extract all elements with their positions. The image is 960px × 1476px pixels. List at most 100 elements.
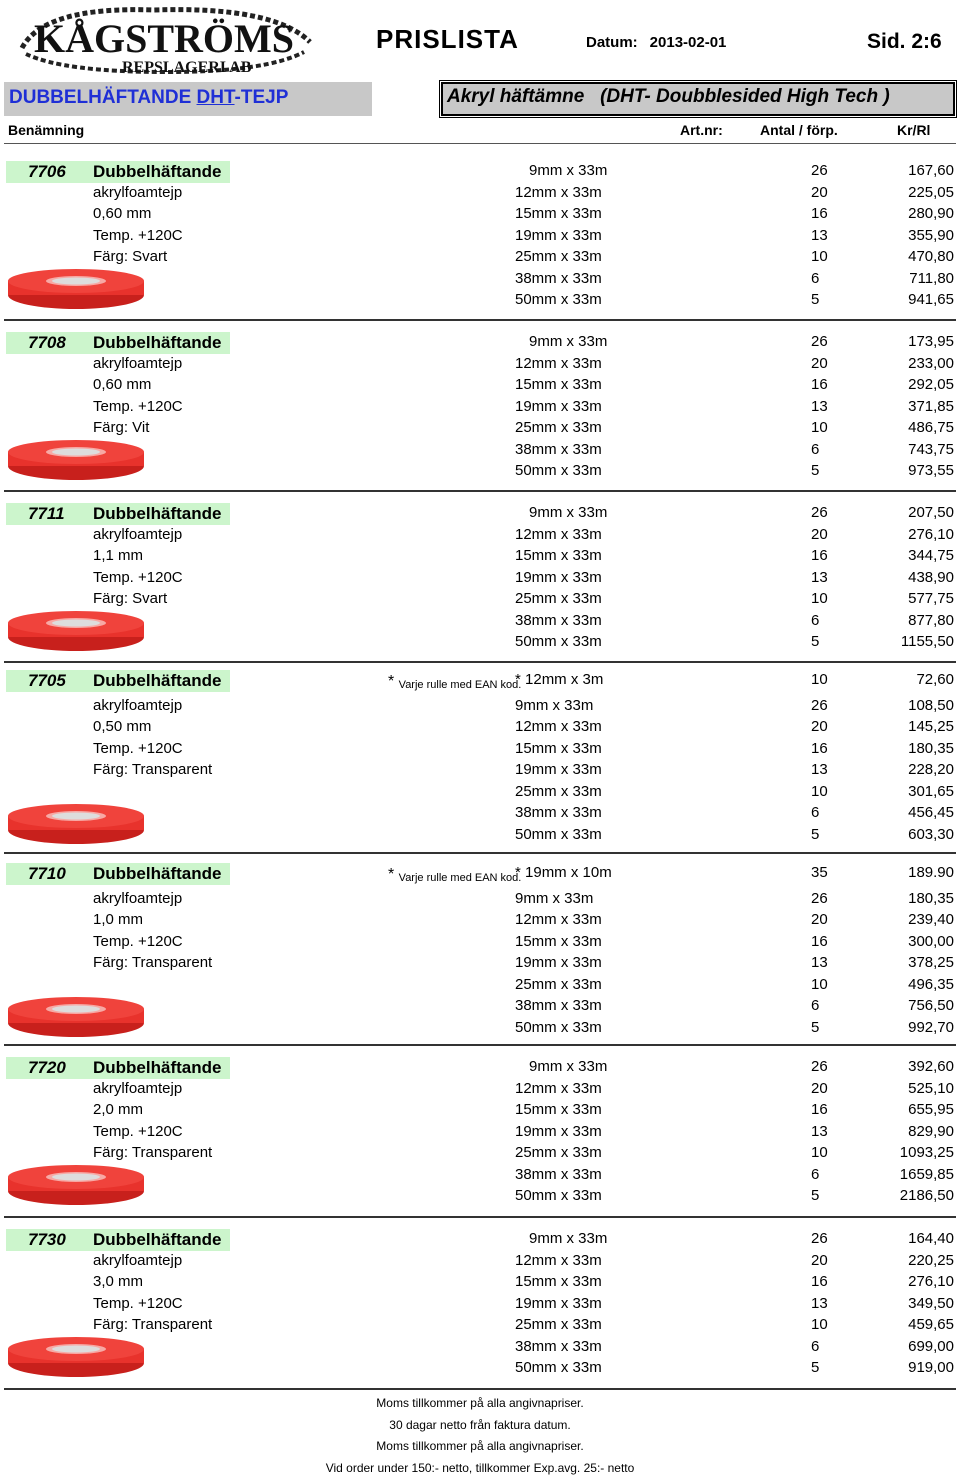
qty-cell: 26 (811, 162, 828, 179)
price-row: 1,0 mm 12mm x 33m 20 239,40 (0, 911, 960, 932)
price-row: 25mm x 33m 10 301,65 (0, 783, 960, 804)
ean-note-text: Varje rulle med EAN kod. (398, 872, 522, 884)
qty-cell: 16 (811, 1101, 828, 1118)
size-cell: 15mm x 33m (515, 932, 602, 950)
product-title: Dubbelhäftande (93, 333, 222, 352)
price-cell: 233,00 (908, 354, 954, 372)
tape-roll-image (8, 1337, 144, 1377)
column-header-price: Kr/Rl (897, 122, 931, 138)
product-highlight (6, 332, 230, 354)
qty-cell: 20 (811, 183, 828, 201)
ean-note: * Varje rulle med EAN kod. (388, 866, 521, 884)
price-row: 2,0 mm 15mm x 33m 16 655,95 (0, 1101, 960, 1122)
price-cell: 173,95 (908, 333, 954, 350)
price-row: 25mm x 33m 10 496,35 (0, 976, 960, 997)
qty-cell: 10 (811, 782, 828, 800)
product-spec: Färg: Transparent (93, 1316, 213, 1333)
price-cell: 743,75 (908, 440, 954, 458)
qty-cell: 5 (811, 291, 820, 308)
product-spec: 0,50 mm (93, 718, 152, 735)
company-logo: KÅGSTRÖMS REPSLAGERI AB (4, 2, 328, 78)
price-cell: 276,10 (908, 525, 954, 543)
tape-roll-image (8, 803, 144, 844)
group-divider (4, 661, 956, 663)
qty-cell: 20 (811, 354, 828, 372)
price-row: akrylfoamtejp 12mm x 33m 20 276,10 (0, 526, 960, 547)
price-row: 38mm x 33m 6 699,00 (0, 1338, 960, 1359)
footer-line: 30 dagar netto från faktura datum. (389, 1418, 571, 1432)
date-block: Datum: 2013-02-01 (586, 34, 726, 51)
size-cell: 15mm x 33m (515, 1273, 602, 1290)
qty-cell: 16 (811, 739, 828, 757)
price-cell: 220,25 (908, 1251, 954, 1269)
size-cell: 19mm x 33m (515, 1122, 602, 1140)
group-divider (4, 1216, 956, 1218)
price-cell: 276,10 (908, 1273, 954, 1290)
product-spec: 1,0 mm (93, 911, 144, 928)
price-row: 50mm x 33m 5 1155,50 (0, 633, 960, 654)
article-number: 7711 (28, 504, 65, 523)
price-row: Temp. +120C 19mm x 33m 13 355,90 (0, 227, 960, 248)
ean-note: * Varje rulle med EAN kod. (388, 673, 521, 691)
qty-cell: 26 (811, 1058, 828, 1075)
size-cell: 19mm x 33m (515, 226, 602, 244)
qty-cell: 6 (811, 997, 820, 1014)
qty-cell: 16 (811, 205, 828, 222)
product-spec: akrylfoamtejp (93, 525, 183, 543)
product-spec: 1,1 mm (93, 547, 144, 564)
footer-line: Moms tillkommer på alla angivnapriser. (376, 1439, 584, 1453)
price-row: Temp. +120C 19mm x 33m 13 829,90 (0, 1123, 960, 1144)
product-spec: akrylfoamtejp (93, 354, 183, 372)
product-title: Dubbelhäftande (93, 162, 222, 181)
price-row: 7720 Dubbelhäftande 9mm x 33m 26 392,60 (0, 1058, 960, 1079)
size-cell: 12mm x 33m (515, 718, 602, 735)
article-number: 7705 (28, 671, 66, 690)
product-highlight (6, 1057, 230, 1079)
size-cell: 50mm x 33m (515, 1187, 602, 1204)
product-spec: Färg: Transparent (93, 1144, 213, 1161)
group-divider (4, 1388, 956, 1390)
product-title: Dubbelhäftande (93, 1058, 222, 1077)
logo-text: KÅGSTRÖMS (34, 16, 294, 61)
price-row: Temp. +120C 15mm x 33m 16 180,35 (0, 740, 960, 761)
size-cell: 19mm x 33m (515, 1294, 602, 1312)
tape-roll-image (8, 269, 144, 309)
qty-cell: 26 (811, 504, 828, 521)
qty-cell: 20 (811, 1251, 828, 1269)
price-row: 0,60 mm 15mm x 33m 16 280,90 (0, 205, 960, 226)
qty-cell: 16 (811, 547, 828, 564)
product-spec: Temp. +120C (93, 568, 183, 586)
tape-roll-image (8, 996, 144, 1037)
size-cell: 12mm x 33m (515, 1251, 602, 1269)
price-cell: 699,00 (908, 1337, 954, 1355)
price-row: 38mm x 33m 6 756,50 (0, 997, 960, 1018)
product-highlight (6, 1229, 230, 1251)
product-title: Dubbelhäftande (93, 504, 222, 523)
product-title: Dubbelhäftande (93, 671, 222, 690)
price-row: Färg: Svart 25mm x 33m 10 577,75 (0, 590, 960, 611)
page-title: PRISLISTA (376, 24, 519, 54)
price-cell: 973,55 (908, 462, 954, 479)
price-cell: 1155,50 (900, 633, 954, 650)
size-cell: 50mm x 33m (515, 825, 602, 843)
qty-cell: 13 (811, 397, 828, 415)
category-underlined: DHT (196, 87, 235, 108)
size-cell: 19mm x 33m (515, 954, 602, 971)
size-cell: 25mm x 33m (515, 1316, 602, 1333)
qty-cell: 35 (811, 864, 828, 881)
qty-cell: 5 (811, 1018, 820, 1036)
size-cell: 9mm x 33m (529, 162, 608, 179)
price-row: 1,1 mm 15mm x 33m 16 344,75 (0, 547, 960, 568)
product-spec: Temp. +120C (93, 1122, 183, 1140)
product-highlight (6, 503, 230, 525)
product-spec: 2,0 mm (93, 1101, 144, 1118)
ean-note-text: Varje rulle med EAN kod. (398, 679, 522, 691)
price-row: 0,50 mm 12mm x 33m 20 145,25 (0, 718, 960, 739)
price-cell: 470,80 (908, 248, 954, 265)
price-row: 3,0 mm 15mm x 33m 16 276,10 (0, 1273, 960, 1294)
logo-subtext: REPSLAGERI AB (122, 59, 252, 76)
qty-cell: 20 (811, 911, 828, 928)
product-spec: Temp. +120C (93, 226, 183, 244)
price-cell: 2186,50 (899, 1187, 954, 1204)
price-cell: 496,35 (908, 975, 954, 993)
